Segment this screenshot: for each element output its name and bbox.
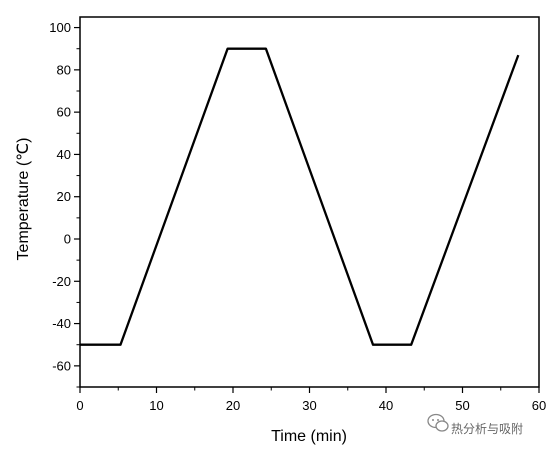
axes <box>79 16 540 388</box>
ticks <box>74 26 540 393</box>
y-tick-label: -20 <box>52 274 71 289</box>
watermark: 热分析与吸附 <box>427 413 523 436</box>
x-tick-label: 60 <box>532 398 546 413</box>
x-tick-label: 10 <box>149 398 163 413</box>
y-tick-label: 80 <box>57 62 71 77</box>
x-tick-label: 0 <box>76 398 83 413</box>
x-tick-label: 40 <box>379 398 393 413</box>
temperature-series-line <box>80 47 520 346</box>
y-tick-label: 0 <box>64 232 71 247</box>
y-tick-label: -60 <box>52 358 71 373</box>
y-tick-label: 60 <box>57 105 71 120</box>
y-tick-label: 20 <box>57 189 71 204</box>
x-axis-title: Time (min) <box>271 428 347 445</box>
y-axis-title: Temperature (℃) <box>15 138 32 261</box>
x-tick-label: 50 <box>455 398 469 413</box>
watermark-text: 热分析与吸附 <box>451 422 523 436</box>
y-tick-label: 100 <box>49 20 71 35</box>
y-tick-label: -40 <box>52 316 71 331</box>
y-tick-label: 40 <box>57 147 71 162</box>
wechat-icon <box>427 413 449 432</box>
x-tick-label: 20 <box>226 398 240 413</box>
x-tick-label: 30 <box>302 398 316 413</box>
plot-frame <box>79 16 540 388</box>
tick-labels: 0 10 20 30 40 50 60 -60 -40 -20 0 20 40 60 80 100 <box>49 20 546 413</box>
series <box>80 47 520 346</box>
